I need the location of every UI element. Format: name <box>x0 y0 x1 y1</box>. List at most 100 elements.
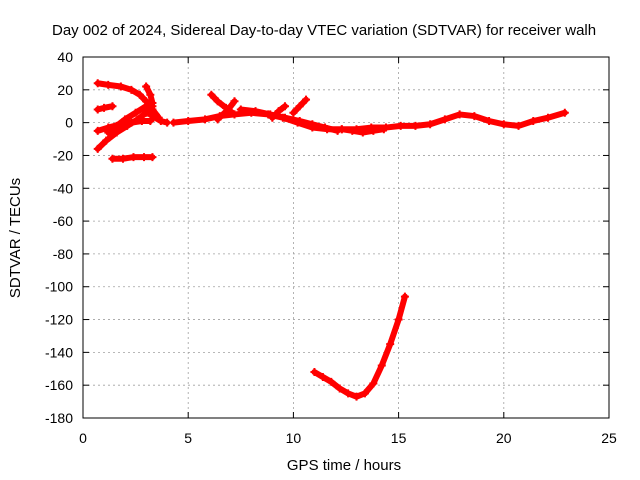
data-point <box>485 116 494 125</box>
grid-lines <box>83 57 609 418</box>
data-point <box>201 115 210 124</box>
data-point <box>140 153 149 162</box>
data-point <box>337 125 346 134</box>
data-point <box>169 118 178 127</box>
y-tick-label: 40 <box>57 49 73 65</box>
data-point <box>289 108 298 117</box>
data-point <box>377 361 386 370</box>
data-point <box>455 110 464 119</box>
data-point <box>93 126 102 135</box>
x-tick-label: 5 <box>184 430 192 446</box>
data-point <box>320 123 329 132</box>
series-arc-14 <box>289 95 311 117</box>
data-point <box>411 121 420 130</box>
x-tick-labels: 0 5 10 15 20 25 <box>79 430 617 446</box>
data-point <box>116 82 125 91</box>
data-point <box>295 102 304 111</box>
data-point <box>93 144 102 153</box>
data-point <box>280 113 289 122</box>
x-tick-label: 15 <box>391 430 407 446</box>
data-point <box>560 108 569 117</box>
data-point <box>529 116 538 125</box>
data-point <box>369 126 378 135</box>
y-tick-label: -140 <box>45 344 73 360</box>
data-point <box>213 115 222 124</box>
data-point <box>133 115 142 124</box>
data-point <box>104 80 113 89</box>
data-point <box>440 115 449 124</box>
data-point <box>360 389 369 398</box>
data-point <box>310 368 319 377</box>
data-point <box>129 153 138 162</box>
data-point <box>108 102 117 111</box>
data-point <box>148 98 157 107</box>
y-tick-label: 0 <box>65 115 73 131</box>
series-arc-13 <box>268 102 289 122</box>
data-point <box>499 120 508 129</box>
data-point <box>112 121 121 130</box>
y-tick-label: -160 <box>45 377 73 393</box>
x-tick-label: 10 <box>286 430 302 446</box>
y-tick-labels: -180 -160 -140 -120 -100 -80 -60 -40 -20 0 20 40 <box>45 49 73 426</box>
y-axis-title: SDTVAR / TECUs <box>7 178 24 298</box>
data-point <box>104 128 113 137</box>
x-tick-label: 0 <box>79 430 87 446</box>
data-point <box>543 113 552 122</box>
data-point <box>127 85 136 94</box>
data-point <box>280 102 289 111</box>
x-tick-label: 25 <box>601 430 617 446</box>
data-point <box>268 113 277 122</box>
data-point <box>131 108 140 117</box>
data-point <box>146 90 155 99</box>
y-tick-label: -20 <box>53 147 73 163</box>
data-point <box>146 116 155 125</box>
data-point <box>123 121 132 130</box>
data-point <box>213 97 222 106</box>
data-point <box>274 107 283 116</box>
y-tick-label: -120 <box>45 312 73 328</box>
data-point <box>327 377 336 386</box>
data-point <box>379 125 388 134</box>
chart-title: Day 002 of 2024, Sidereal Day-to-day VTE… <box>52 22 596 39</box>
data-point <box>148 112 157 121</box>
data-point <box>118 154 127 163</box>
data-point <box>514 121 523 130</box>
series-arc-11 <box>213 97 239 124</box>
x-tick-label: 20 <box>496 430 512 446</box>
data-point <box>302 95 311 104</box>
y-tick-label: -180 <box>45 410 73 426</box>
data-point <box>142 82 151 91</box>
series-arc-6 <box>108 153 157 163</box>
series-arc-8 <box>148 112 172 127</box>
data-point <box>318 372 327 381</box>
data-point <box>230 110 239 119</box>
data-point <box>207 90 216 99</box>
data-point <box>100 103 109 112</box>
data-point <box>426 120 435 129</box>
y-tick-label: -40 <box>53 180 73 196</box>
y-tick-label: -80 <box>53 246 73 262</box>
plot-frame <box>82 56 610 419</box>
data-point <box>224 105 233 114</box>
data-point <box>156 116 165 125</box>
data-point <box>135 90 144 99</box>
axis-ticks <box>82 56 610 419</box>
data-point <box>335 384 344 393</box>
data-point <box>102 136 111 145</box>
series-arc-16 <box>310 292 409 401</box>
data-point <box>236 105 245 114</box>
series-arc-12 <box>236 105 342 135</box>
x-axis-title: GPS time / hours <box>287 457 401 474</box>
data-point <box>121 115 130 124</box>
data-point <box>144 108 153 117</box>
data-point <box>470 112 479 121</box>
series-arc-7 <box>142 82 157 117</box>
data-series <box>93 79 569 401</box>
data-point <box>308 120 317 129</box>
data-point <box>358 128 367 137</box>
y-tick-label: -60 <box>53 213 73 229</box>
data-point <box>344 389 353 398</box>
y-tick-label: -100 <box>45 279 73 295</box>
series-line <box>143 83 156 116</box>
